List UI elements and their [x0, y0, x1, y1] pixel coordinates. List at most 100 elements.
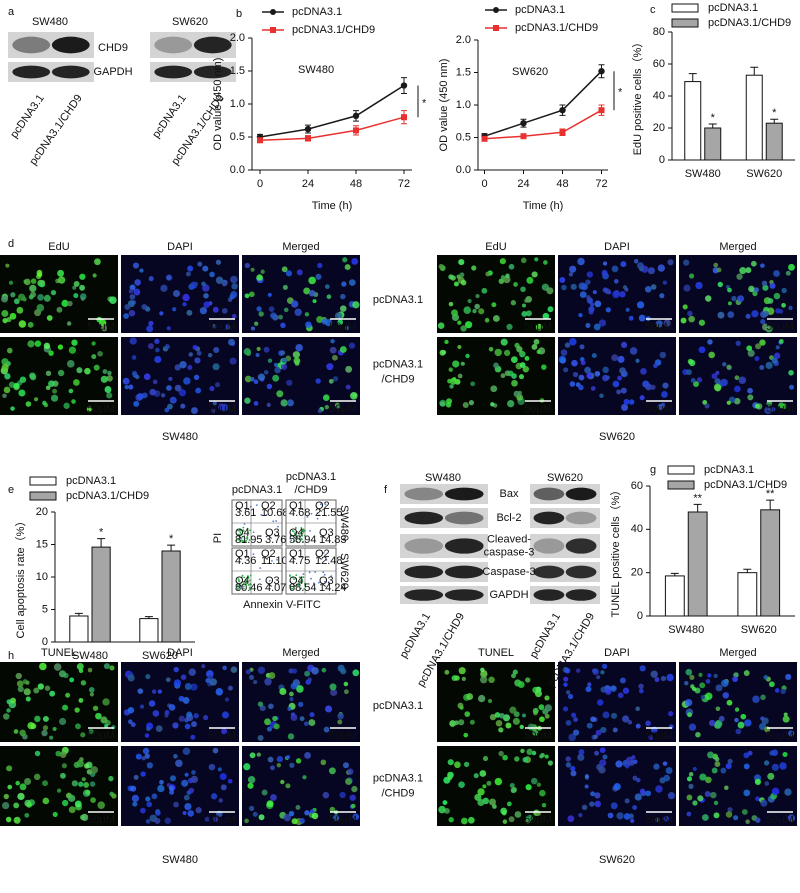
- cell: [561, 284, 567, 291]
- cell: [48, 380, 55, 387]
- cell: [295, 343, 303, 352]
- cell: [522, 756, 529, 763]
- cell: [605, 307, 611, 313]
- cell: [519, 362, 526, 368]
- cell: [18, 320, 27, 328]
- cell: [264, 718, 271, 726]
- x-tick-label: 48: [350, 178, 362, 190]
- event: [292, 530, 295, 533]
- cell: [773, 270, 780, 277]
- cell: [68, 346, 77, 354]
- cell: [48, 350, 54, 356]
- event: [260, 513, 263, 516]
- bar: [664, 575, 685, 617]
- cell: [715, 719, 723, 728]
- event: [301, 579, 304, 582]
- event: [242, 580, 245, 583]
- cell: [602, 663, 608, 670]
- channel-label: Merged: [282, 241, 319, 253]
- cell: [511, 673, 516, 679]
- event: [243, 587, 245, 590]
- group-label: SW480: [162, 854, 198, 866]
- cell: [276, 755, 283, 763]
- cell: [89, 692, 95, 697]
- event: [298, 581, 301, 584]
- cell: [457, 345, 462, 350]
- cell: [592, 290, 597, 295]
- cell: [525, 310, 532, 317]
- cell: [727, 807, 733, 813]
- cell: [464, 321, 473, 329]
- cell: [343, 681, 349, 687]
- cell: [521, 303, 527, 308]
- scale-bar-label: 50μM: [524, 321, 552, 333]
- cell: [449, 384, 454, 389]
- cell: [137, 688, 144, 694]
- cell: [291, 818, 298, 825]
- cell: [617, 375, 623, 381]
- cell: [518, 374, 525, 380]
- cell: [533, 338, 540, 345]
- cell: [212, 306, 219, 313]
- cell: [613, 783, 621, 791]
- cell: [580, 360, 586, 366]
- cell: [482, 784, 487, 789]
- cell: [88, 729, 94, 734]
- chart-title: SW480: [298, 64, 334, 76]
- cell: [707, 751, 714, 759]
- cell: [771, 763, 779, 771]
- scale-bar-label: 50μM: [208, 403, 236, 415]
- cell: [615, 760, 623, 768]
- cell: [180, 674, 187, 680]
- cell: [628, 399, 635, 405]
- cell: [184, 802, 192, 811]
- cell: [311, 667, 319, 675]
- bar: [69, 615, 89, 643]
- quadrant-value: 12.48: [315, 555, 343, 567]
- cell: [563, 682, 568, 687]
- cell: [76, 663, 84, 671]
- cell: [61, 299, 69, 307]
- event: [241, 587, 243, 590]
- cell: [42, 797, 50, 805]
- cell: [717, 311, 725, 319]
- cell: [155, 347, 160, 353]
- cell: [688, 723, 697, 731]
- event: [245, 583, 248, 585]
- cell: [169, 789, 175, 795]
- cell: [15, 780, 20, 786]
- significance: **: [693, 492, 702, 504]
- cell: [344, 325, 350, 331]
- protein-label: Bcl-2: [496, 512, 521, 524]
- cell: [688, 783, 694, 789]
- cell: [145, 819, 151, 824]
- y-tick-label: 10: [36, 571, 48, 583]
- cell: [250, 376, 255, 382]
- event: [249, 579, 251, 582]
- event: [290, 539, 293, 542]
- row-label: /CHD9: [381, 373, 414, 385]
- cell: [317, 408, 322, 414]
- cell: [619, 291, 626, 298]
- event: [302, 573, 305, 575]
- cell: [60, 772, 66, 779]
- scale-bar-label: 50μM: [87, 321, 115, 333]
- y-tick-label: 2.0: [230, 32, 245, 44]
- cell: [100, 716, 108, 724]
- cell: [252, 811, 258, 817]
- significance: *: [711, 112, 716, 124]
- cell: [212, 747, 219, 754]
- cell: [42, 725, 49, 731]
- legend-marker: [270, 9, 276, 15]
- cell: [129, 284, 136, 291]
- cell: [312, 299, 317, 304]
- cell: [151, 793, 158, 800]
- cell: [266, 726, 272, 732]
- quadrant-name: Q3: [265, 527, 280, 539]
- cell: [18, 389, 26, 397]
- cell: [762, 284, 769, 291]
- cell: [622, 715, 630, 723]
- cell: [179, 361, 187, 369]
- cell: [684, 680, 689, 686]
- cell: [778, 339, 784, 344]
